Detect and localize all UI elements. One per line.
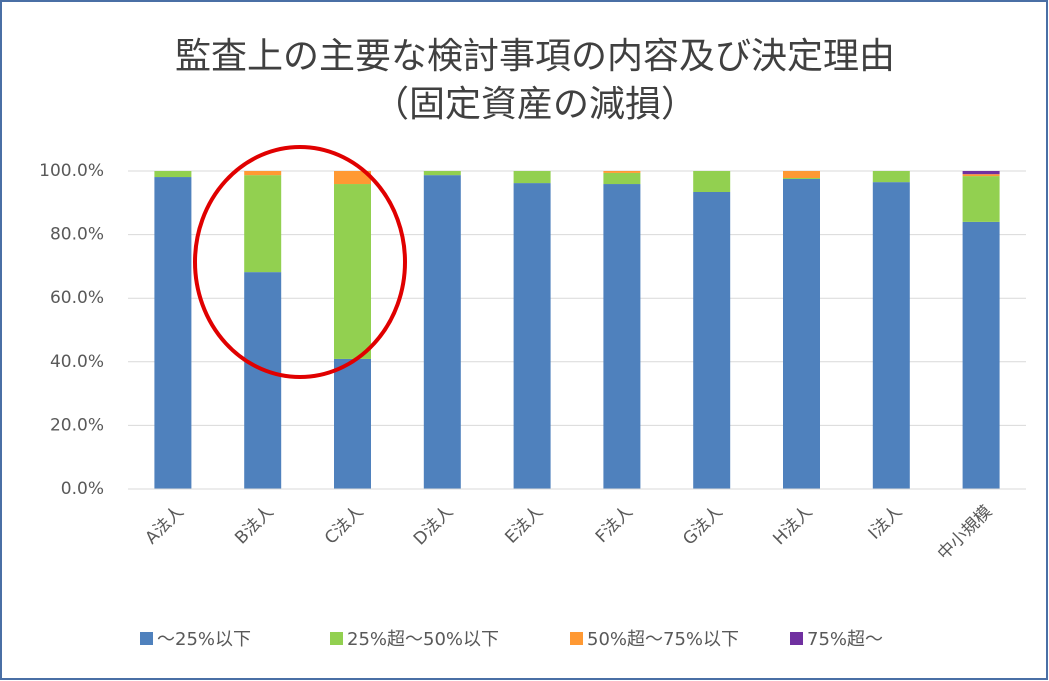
bar-segment [872,171,910,183]
bar-segment [962,171,1000,175]
legend-swatch [140,632,153,645]
bar-segment [783,178,820,489]
legend-label: ～25%以下 [157,629,251,650]
chart-title: 監査上の主要な検討事項の内容及び決定理由 [175,36,895,77]
bar-segment [603,184,641,489]
y-tick-label: 40.0% [50,352,104,372]
bar-segment [693,191,731,489]
legend-label: 75%超～ [807,629,883,650]
legend-label: 50%超～75%以下 [587,629,739,650]
bar-segment [603,171,641,173]
bar-segment [334,171,371,185]
bar-segment [513,171,551,184]
bar-segment [244,272,282,489]
legend-label: 25%超～50%以下 [347,629,499,650]
bar-segment [244,175,282,273]
bar-segment [962,174,1000,177]
legend-swatch [330,632,343,645]
y-tick-label: 80.0% [50,225,104,245]
bar-segment [334,358,371,489]
bar-segment [244,171,282,176]
y-tick-label: 0.0% [61,479,104,499]
chart-subtitle: （固定資産の減損） [373,84,697,125]
bar-segment [783,171,820,178]
bar-segment [783,177,820,179]
bar-segment [603,172,641,185]
bar-segment [423,171,461,176]
bar-segment [962,176,1000,222]
bar-segment [334,184,371,359]
y-tick-label: 100.0% [39,161,104,181]
bar-segment [513,183,551,490]
bar-segment [872,182,910,489]
bar-segment [693,171,731,192]
legend-swatch [790,632,803,645]
bar-segment [154,177,192,490]
y-tick-label: 20.0% [50,415,104,435]
highlight-ellipse [193,145,407,379]
y-tick-label: 60.0% [50,288,104,308]
bar-segment [154,171,192,178]
bar-segment [423,175,461,489]
legend-swatch [570,632,583,645]
bar-segment [962,221,1000,489]
